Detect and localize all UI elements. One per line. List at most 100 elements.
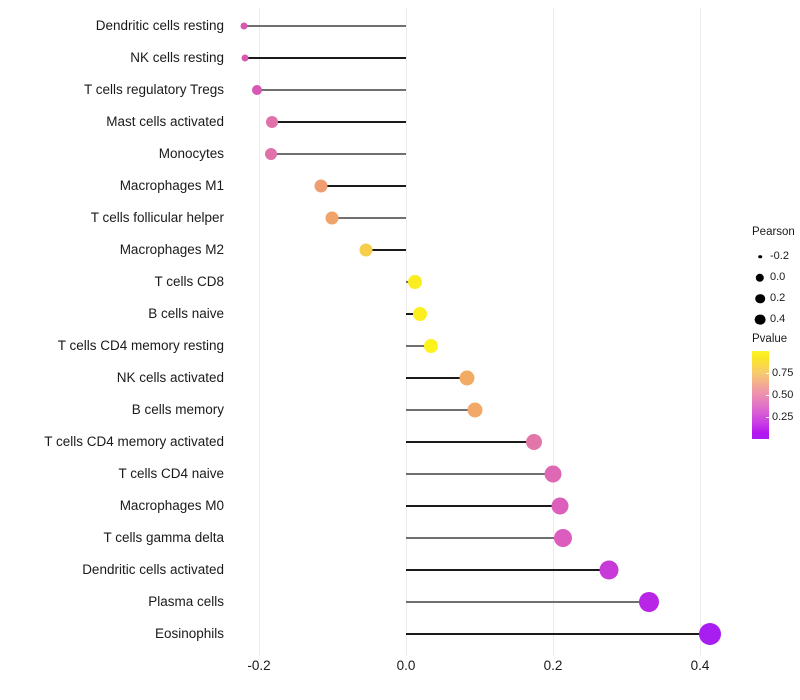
lollipop-stem bbox=[320, 185, 406, 187]
colorbar-tick bbox=[766, 373, 770, 374]
gridline-x bbox=[405, 8, 407, 656]
pearson-legend-dot bbox=[758, 254, 762, 259]
lollipop-row[interactable]: Eosinophils bbox=[0, 618, 740, 650]
colorbar-tick bbox=[766, 417, 770, 418]
y-axis-label: Mast cells activated bbox=[106, 114, 224, 129]
lollipop-row[interactable]: B cells naive bbox=[0, 298, 740, 330]
lollipop-dot[interactable] bbox=[544, 465, 562, 483]
lollipop-dot[interactable] bbox=[251, 85, 262, 95]
lollipop-stem bbox=[243, 25, 406, 27]
gridline-x bbox=[258, 8, 260, 656]
y-axis-label: NK cells resting bbox=[130, 50, 224, 65]
colorbar-tick-label: 0.75 bbox=[772, 367, 794, 379]
lollipop-stem bbox=[406, 601, 649, 603]
lollipop-stem bbox=[256, 89, 406, 91]
lollipop-dot[interactable] bbox=[412, 307, 427, 321]
lollipop-stem bbox=[406, 377, 467, 379]
lollipop-row[interactable]: T cells CD4 memory activated bbox=[0, 426, 740, 458]
lollipop-row[interactable]: NK cells activated bbox=[0, 362, 740, 394]
lollipop-stem bbox=[406, 537, 564, 539]
lollipop-stem bbox=[406, 441, 534, 443]
lollipop-row[interactable]: Macrophages M2 bbox=[0, 234, 740, 266]
lollipop-dot[interactable] bbox=[467, 402, 483, 418]
y-axis-label: Dendritic cells resting bbox=[95, 18, 224, 33]
lollipop-row[interactable]: T cells follicular helper bbox=[0, 202, 740, 234]
lollipop-dot[interactable] bbox=[266, 116, 279, 128]
lollipop-row[interactable]: Dendritic cells resting bbox=[0, 10, 740, 42]
lollipop-dot[interactable] bbox=[459, 370, 475, 386]
lollipop-stem bbox=[271, 153, 406, 155]
lollipop-row[interactable]: T cells CD4 naive bbox=[0, 458, 740, 490]
legend-area: Pearson -0.2 0.0 0.2 0.4 Pvalue bbox=[744, 0, 800, 700]
x-axis-tick-label: -0.2 bbox=[247, 658, 271, 673]
pearson-legend-key bbox=[748, 248, 772, 265]
y-axis-label: Macrophages M0 bbox=[119, 498, 224, 513]
lollipop-row[interactable]: Mast cells activated bbox=[0, 106, 740, 138]
pearson-legend-key bbox=[748, 269, 772, 286]
lollipop-dot[interactable] bbox=[265, 148, 278, 160]
pearson-legend-label: -0.2 bbox=[770, 250, 789, 262]
lollipop-dot[interactable] bbox=[423, 339, 438, 353]
lollipop-row[interactable]: T cells CD4 memory resting bbox=[0, 330, 740, 362]
pearson-legend-title: Pearson bbox=[752, 226, 795, 238]
lollipop-row[interactable]: NK cells resting bbox=[0, 42, 740, 74]
pvalue-legend-title: Pvalue bbox=[752, 333, 788, 345]
lollipop-dot[interactable] bbox=[407, 275, 422, 289]
y-axis-label: T cells follicular helper bbox=[90, 210, 224, 225]
lollipop-dot[interactable] bbox=[359, 243, 373, 257]
lollipop-dot[interactable] bbox=[554, 529, 573, 547]
pearson-legend-key bbox=[748, 290, 772, 307]
lollipop-dot[interactable] bbox=[525, 434, 542, 450]
y-axis-label: T cells CD4 memory activated bbox=[44, 434, 224, 449]
plot-panel: Dendritic cells resting NK cells resting T… bbox=[0, 8, 740, 673]
y-axis-label: T cells CD8 bbox=[154, 274, 224, 289]
gridline-x bbox=[699, 8, 701, 656]
lollipop-stem bbox=[331, 217, 406, 219]
x-axis-tick-label: 0.0 bbox=[396, 658, 416, 673]
pearson-legend-key bbox=[748, 311, 772, 328]
lollipop-dot[interactable] bbox=[240, 22, 248, 30]
lollipop-stem bbox=[406, 473, 553, 475]
lollipop-row[interactable]: B cells memory bbox=[0, 394, 740, 426]
lollipop-row[interactable]: Plasma cells bbox=[0, 586, 740, 618]
x-axis-tick-label: 0.4 bbox=[690, 658, 710, 673]
y-axis-label: T cells CD4 memory resting bbox=[57, 338, 224, 353]
y-axis-label: NK cells activated bbox=[116, 370, 224, 385]
lollipop-dot[interactable] bbox=[325, 211, 339, 225]
pearson-legend-label: 0.2 bbox=[770, 292, 786, 304]
pearson-legend-dot bbox=[754, 314, 766, 325]
colorbar-tick bbox=[766, 395, 770, 396]
lollipop-dot[interactable] bbox=[241, 54, 249, 62]
y-axis-label: Monocytes bbox=[158, 146, 224, 161]
lollipop-dot[interactable] bbox=[638, 592, 659, 612]
y-axis-label: B cells memory bbox=[131, 402, 224, 417]
lollipop-row[interactable]: T cells regulatory Tregs bbox=[0, 74, 740, 106]
lollipop-stem bbox=[406, 345, 431, 347]
lollipop-dot[interactable] bbox=[599, 560, 619, 580]
lollipop-row[interactable]: T cells CD8 bbox=[0, 266, 740, 298]
colorbar-tick-label: 0.25 bbox=[772, 411, 794, 423]
lollipop-dot[interactable] bbox=[314, 179, 328, 193]
y-axis-label: Dendritic cells activated bbox=[82, 562, 224, 577]
lollipop-dot[interactable] bbox=[551, 497, 569, 515]
lollipop-row[interactable]: T cells gamma delta bbox=[0, 522, 740, 554]
pearson-legend-label: 0.4 bbox=[770, 313, 786, 325]
lollipop-row[interactable]: Macrophages M1 bbox=[0, 170, 740, 202]
y-axis-label: Plasma cells bbox=[148, 594, 224, 609]
gridline-x bbox=[552, 8, 554, 656]
y-axis-label: Macrophages M2 bbox=[119, 242, 224, 257]
lollipop-stem bbox=[365, 249, 406, 251]
x-axis-tick-label: 0.2 bbox=[543, 658, 563, 673]
lollipop-row[interactable]: Monocytes bbox=[0, 138, 740, 170]
pearson-legend-dot bbox=[755, 293, 765, 304]
pearson-legend-label: 0.0 bbox=[770, 271, 786, 283]
lollipop-stem bbox=[245, 57, 406, 59]
lollipop-stem bbox=[406, 633, 711, 635]
lollipop-row[interactable]: Macrophages M0 bbox=[0, 490, 740, 522]
lollipop-row[interactable]: Dendritic cells activated bbox=[0, 554, 740, 586]
pvalue-colorbar bbox=[752, 351, 769, 439]
lollipop-dot[interactable] bbox=[699, 623, 722, 645]
lollipop-stem bbox=[272, 121, 406, 123]
y-axis-label: T cells regulatory Tregs bbox=[83, 82, 224, 97]
